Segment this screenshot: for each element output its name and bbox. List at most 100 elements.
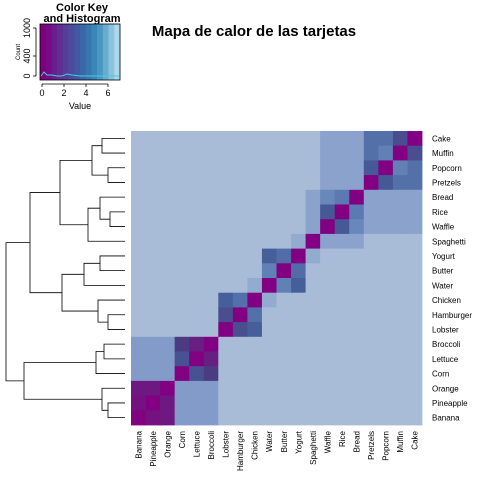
heatmap-cell [145, 219, 161, 235]
heatmap-cell [145, 175, 161, 191]
heatmap-cell [407, 410, 423, 426]
heatmap-cell [174, 336, 190, 352]
heatmap-cell [174, 366, 190, 382]
heatmap-cell [349, 336, 365, 352]
heatmap-cell [320, 160, 336, 176]
heatmap-cell [247, 131, 263, 147]
heatmap-cell [160, 160, 176, 176]
heatmap-cell [305, 322, 321, 338]
heatmap-cell [145, 322, 161, 338]
column-label: Orange [163, 430, 172, 457]
heatmap-cell [407, 307, 423, 323]
dendrogram-branch [83, 262, 125, 286]
column-label: Spaghetti [309, 431, 318, 465]
heatmap-cell [334, 145, 350, 161]
row-label: Pineapple [432, 399, 468, 408]
heatmap-cell [276, 233, 292, 249]
heatmap-cell [131, 145, 146, 161]
heatmap-cell [203, 233, 219, 249]
heatmap-cell [261, 322, 277, 338]
heatmap-cell [261, 263, 277, 279]
row-label: Yogurt [432, 252, 456, 261]
heatmap-cell [291, 145, 306, 161]
chart-title: Mapa de calor de las tarjetas [152, 23, 356, 40]
heatmap-cell [305, 380, 321, 396]
heatmap-cell [363, 204, 379, 220]
heatmap-cell [232, 322, 248, 338]
heatmap-cell [160, 278, 176, 294]
heatmap-cell [363, 248, 379, 264]
heatmap-cell [349, 410, 365, 426]
heatmap-cell [334, 131, 350, 147]
heatmap-cell [131, 233, 146, 249]
heatmap-cell [378, 131, 394, 147]
heatmap-cell [145, 336, 161, 352]
heatmap-cell [160, 351, 176, 367]
heatmap-cell [392, 219, 408, 235]
heatmap-cell [160, 219, 176, 235]
heatmap-cell [407, 233, 423, 249]
heatmap-cell [160, 145, 176, 161]
heatmap-cell [334, 160, 350, 176]
row-label: Hamburger [432, 311, 472, 320]
heatmap-cell [363, 292, 379, 308]
heatmap-cell [305, 263, 321, 279]
heatmap-cell [276, 366, 292, 382]
heatmap-cell [232, 145, 248, 161]
heatmap-cell [218, 160, 234, 176]
color-key-band [68, 24, 75, 80]
color-key-x-tick-label: 6 [105, 88, 110, 98]
heatmap-cell [131, 219, 146, 235]
dendrogram-branch [29, 192, 62, 294]
heatmap-cell [392, 366, 408, 382]
heatmap-cell [189, 395, 205, 411]
heatmap-cell [131, 175, 146, 191]
heatmap-cell [189, 189, 205, 205]
heatmap-cell [305, 131, 321, 147]
heatmap-cell [218, 233, 234, 249]
heatmap-cell [320, 322, 336, 338]
dendrogram-branch [109, 211, 125, 227]
heatmap-cell [232, 248, 248, 264]
heatmap-cell [232, 189, 248, 205]
heatmap-cell [160, 292, 176, 308]
heatmap-cells [131, 131, 423, 426]
heatmap-cell [203, 322, 219, 338]
heatmap-cell [392, 189, 408, 205]
heatmap-cell [378, 278, 394, 294]
heatmap-cell [392, 248, 408, 264]
heatmap-cell [407, 219, 423, 235]
heatmap-cell [189, 160, 205, 176]
heatmap-cell [334, 410, 350, 426]
column-label: Waffle [323, 430, 332, 453]
heatmap-cell [276, 160, 292, 176]
row-label: Lettuce [432, 355, 459, 364]
heatmap-cell [392, 410, 408, 426]
row-label: Broccoli [432, 340, 461, 349]
heatmap-cell [378, 145, 394, 161]
heatmap-cell [145, 233, 161, 249]
heatmap-cell [276, 189, 292, 205]
heatmap-cell [378, 219, 394, 235]
heatmap-cell [392, 204, 408, 220]
heatmap-cell [189, 204, 205, 220]
heatmap-cell [320, 219, 336, 235]
heatmap-cell [378, 336, 394, 352]
heatmap-cell [392, 145, 408, 161]
heatmap-cell [349, 263, 365, 279]
heatmap-cell [320, 189, 336, 205]
heatmap-cell [203, 351, 219, 367]
column-label: Pineapple [149, 430, 158, 466]
heatmap-cell [305, 145, 321, 161]
column-label: Muffin [396, 431, 405, 453]
heatmap-cell [320, 307, 336, 323]
heatmap-cell [203, 175, 219, 191]
heatmap-cell [320, 175, 336, 191]
heatmap-cell [145, 395, 161, 411]
heatmap-cell [392, 380, 408, 396]
heatmap-cell [218, 351, 234, 367]
heatmap-cell [131, 351, 146, 367]
heatmap-cell [131, 189, 146, 205]
heatmap-cell [131, 292, 146, 308]
